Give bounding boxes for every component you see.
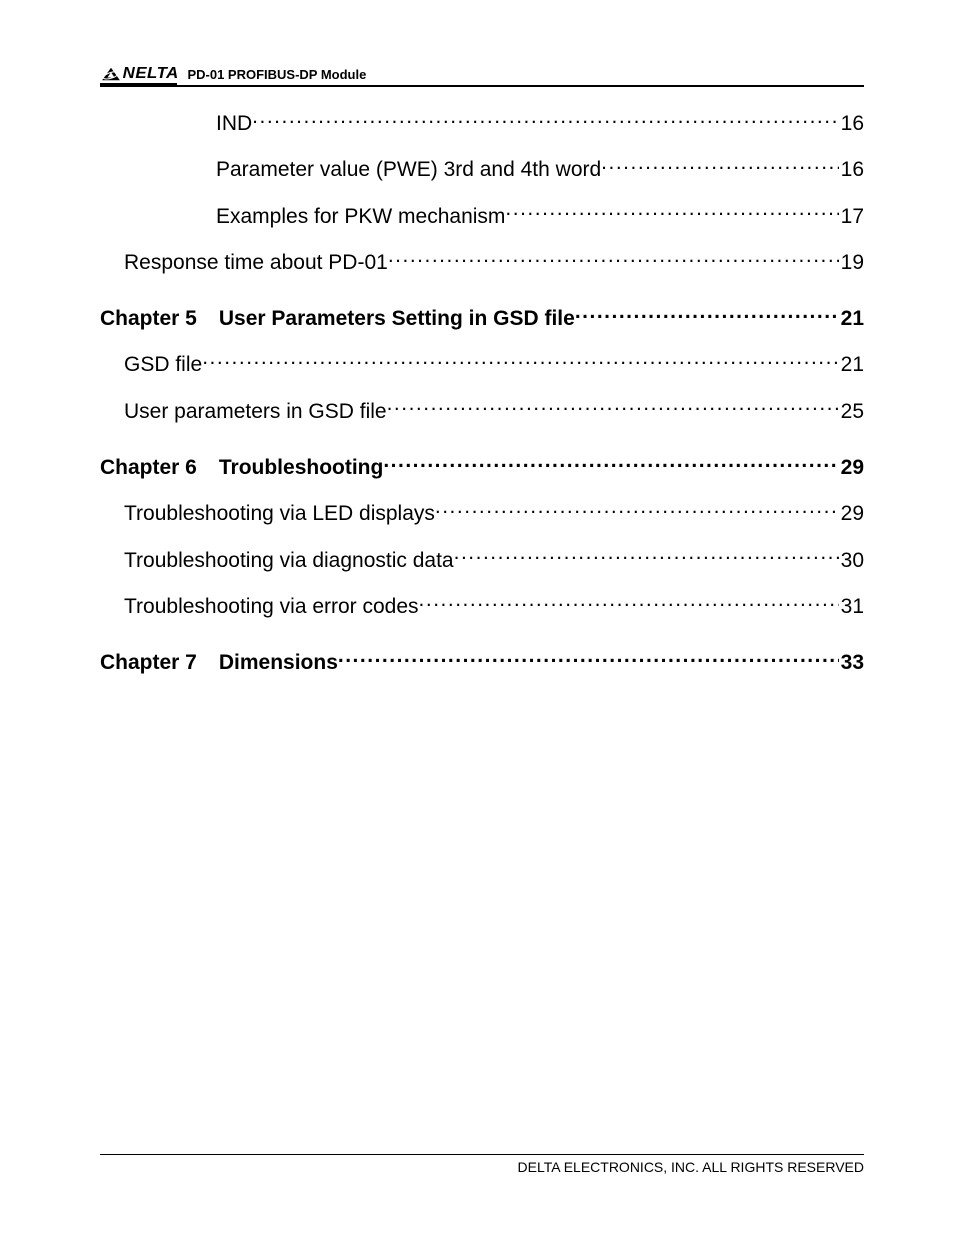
toc-page-number: 19 [839,249,864,276]
toc-entry: GSD file 21 [100,350,864,378]
page-footer: DELTA ELECTRONICS, INC. ALL RIGHTS RESER… [100,1154,864,1175]
toc-title: Examples for PKW mechanism [216,203,505,230]
toc-chapter-label: Chapter 6 [100,454,197,481]
toc-entry: Troubleshooting via error codes 31 [100,592,864,620]
toc-leader-dots [505,202,838,223]
toc-entry: Parameter value (PWE) 3rd and 4th word 16 [100,155,864,183]
toc-page-number: 21 [839,351,864,378]
toc-leader-dots [601,155,838,176]
toc-page-number: 16 [839,156,864,183]
toc-entry: Troubleshooting via diagnostic data 30 [100,546,864,574]
toc-chapter-entry: Chapter 5 User Parameters Setting in GSD … [100,304,864,332]
toc-title: Response time about PD-01 [124,249,388,276]
page-header: NELTA PD-01 PROFIBUS-DP Module [100,65,864,87]
toc-title: User parameters in GSD file [124,398,387,425]
toc-page-number: 17 [839,203,864,230]
page: NELTA PD-01 PROFIBUS-DP Module IND16Para… [0,0,954,1235]
toc-page-number: 16 [839,110,864,137]
delta-triangle-icon [100,66,122,82]
toc-title: Parameter value (PWE) 3rd and 4th word [216,156,601,183]
toc-title: Troubleshooting via LED displays [124,500,435,527]
toc-title: GSD file [124,351,202,378]
toc-entry: Examples for PKW mechanism 17 [100,202,864,230]
brand-logo: NELTA [100,65,177,85]
toc-title: Dimensions [219,649,338,676]
toc-leader-dots [252,109,838,130]
brand-logo-text: NELTA [123,65,179,83]
toc-page-number: 33 [839,649,864,676]
toc-entry: User parameters in GSD file 25 [100,397,864,425]
toc-page-number: 31 [839,593,864,620]
toc-chapter-entry: Chapter 7 Dimensions 33 [100,648,864,676]
toc-page-number: 21 [839,305,864,332]
header-title: PD-01 PROFIBUS-DP Module [187,67,366,83]
toc-page-number: 30 [839,547,864,574]
toc-title: Troubleshooting via diagnostic data [124,547,454,574]
toc-leader-dots [383,453,838,474]
toc-chapter-label: Chapter 7 [100,649,197,676]
toc-title: IND [216,110,252,137]
toc-title: Troubleshooting via error codes [124,593,419,620]
toc-leader-dots [338,648,839,669]
toc-chapter-label: Chapter 5 [100,305,197,332]
toc-entry: Troubleshooting via LED displays 29 [100,499,864,527]
toc-leader-dots [388,248,839,269]
toc-page-number: 25 [839,398,864,425]
toc-title: User Parameters Setting in GSD file [219,305,575,332]
toc-chapter-entry: Chapter 6 Troubleshooting 29 [100,453,864,481]
toc-leader-dots [387,397,839,418]
toc-page-number: 29 [839,454,864,481]
toc-leader-dots [454,546,839,567]
toc-leader-dots [202,350,838,371]
toc-leader-dots [435,499,839,520]
footer-text: DELTA ELECTRONICS, INC. ALL RIGHTS RESER… [518,1159,864,1175]
table-of-contents: IND16Parameter value (PWE) 3rd and 4th w… [100,109,864,677]
toc-page-number: 29 [839,500,864,527]
toc-entry: IND 16 [100,109,864,137]
toc-leader-dots [575,304,839,325]
toc-entry: Response time about PD-01 19 [100,248,864,276]
toc-title: Troubleshooting [219,454,383,481]
toc-leader-dots [419,592,839,613]
